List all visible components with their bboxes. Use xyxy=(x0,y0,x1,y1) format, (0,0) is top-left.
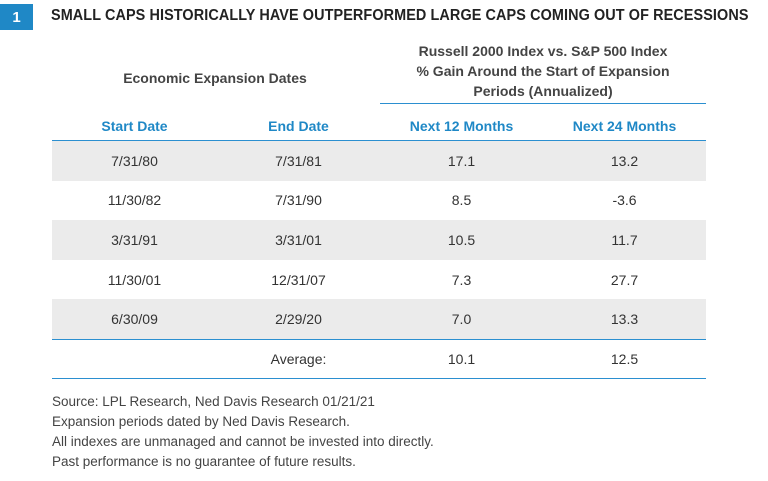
figure-number-badge: 1 xyxy=(0,4,33,30)
cell-next-12-months: 10.5 xyxy=(447,231,476,248)
average-next-24-months: 12.5 xyxy=(610,351,639,367)
column-header-next-12-months: Next 12 Months xyxy=(409,118,514,134)
column-header-next-24-months: Next 24 Months xyxy=(572,118,677,134)
index-comparison-header-line3: Periods (Annualized) xyxy=(473,83,613,99)
source-note: Source: LPL Research, Ned Davis Research… xyxy=(52,394,375,409)
column-header-row: Start Date End Date Next 12 Months Next … xyxy=(52,118,706,138)
economic-expansion-header: Economic Expansion Dates xyxy=(123,70,307,86)
cell-next-24-months: 27.7 xyxy=(610,271,639,288)
cell-start-date: 3/31/91 xyxy=(111,231,158,248)
cell-next-12-months: 7.0 xyxy=(451,311,472,328)
index-comparison-header: Russell 2000 Index vs. S&P 500 Index % G… xyxy=(380,41,706,101)
cell-start-date: 11/30/01 xyxy=(107,271,162,288)
cell-next-24-months: -3.6 xyxy=(612,192,637,209)
footnotes: Source: LPL Research, Ned Davis Research… xyxy=(52,392,434,472)
cell-next-12-months: 17.1 xyxy=(447,152,476,169)
cell-start-date: 6/30/09 xyxy=(111,311,158,328)
table-row: 11/30/01 12/31/07 7.3 27.7 xyxy=(52,260,706,300)
performance-disclaimer: Past performance is no guarantee of futu… xyxy=(52,454,356,469)
expansion-note: Expansion periods dated by Ned Davis Res… xyxy=(52,414,350,429)
table-row: 7/31/80 7/31/81 17.1 13.2 xyxy=(52,141,706,181)
column-header-end-date: End Date xyxy=(268,118,329,134)
column-header-start-date: Start Date xyxy=(101,118,168,134)
table-row: 3/31/91 3/31/01 10.5 11.7 xyxy=(52,220,706,260)
cell-start-date: 7/31/80 xyxy=(111,152,158,169)
header-divider xyxy=(380,103,706,104)
table-row: 11/30/82 7/31/90 8.5 -3.6 xyxy=(52,181,706,221)
cell-next-12-months: 8.5 xyxy=(451,192,472,209)
figure-title: SMALL CAPS HISTORICALLY HAVE OUTPERFORME… xyxy=(51,7,749,24)
table-row: 6/30/09 2/29/20 7.0 13.3 xyxy=(52,299,706,339)
index-comparison-header-line2: % Gain Around the Start of Expansion xyxy=(416,63,670,79)
column-header-divider xyxy=(52,140,706,141)
index-comparison-header-line1: Russell 2000 Index vs. S&P 500 Index xyxy=(418,43,668,59)
average-row: Average: 10.1 12.5 xyxy=(52,339,706,379)
index-disclaimer: All indexes are unmanaged and cannot be … xyxy=(52,434,434,449)
cell-next-24-months: 13.2 xyxy=(610,152,639,169)
average-next-12-months: 10.1 xyxy=(447,351,476,367)
cell-end-date: 3/31/01 xyxy=(275,231,322,248)
cell-next-12-months: 7.3 xyxy=(451,271,472,288)
cell-end-date: 7/31/90 xyxy=(275,192,322,209)
table-body: 7/31/80 7/31/81 17.1 13.2 11/30/82 7/31/… xyxy=(52,141,706,339)
cell-end-date: 12/31/07 xyxy=(271,271,326,288)
cell-next-24-months: 11.7 xyxy=(611,231,638,248)
cell-start-date: 11/30/82 xyxy=(107,192,162,209)
cell-next-24-months: 13.3 xyxy=(610,311,639,328)
cell-end-date: 7/31/81 xyxy=(275,152,322,169)
average-label: Average: xyxy=(270,351,327,367)
cell-end-date: 2/29/20 xyxy=(275,311,322,328)
